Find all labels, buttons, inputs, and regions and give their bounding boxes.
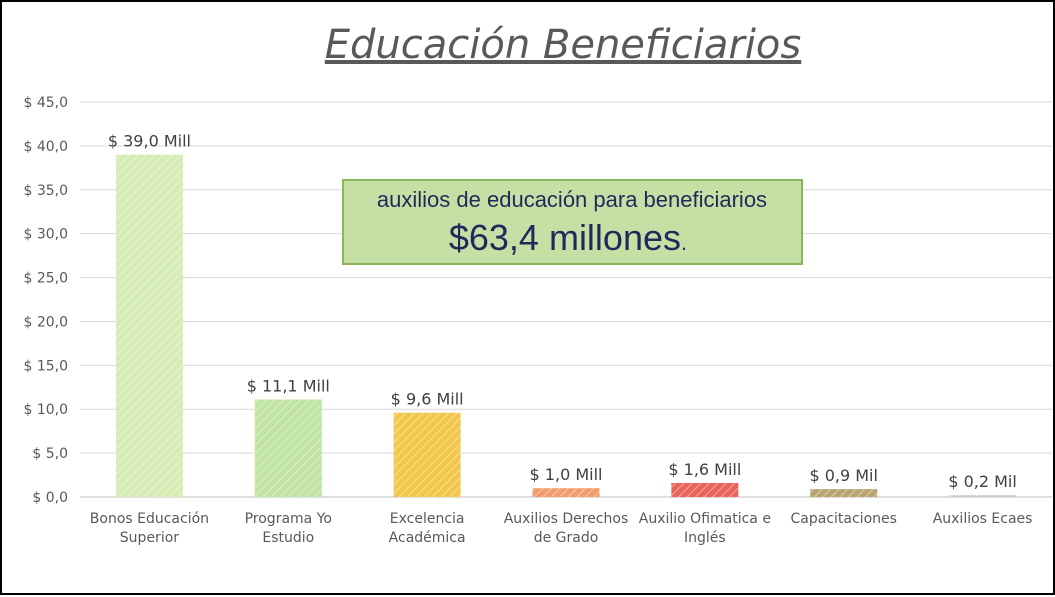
- y-tick-label: $ 20,0: [23, 314, 68, 330]
- y-tick-label: $ 0,0: [32, 490, 68, 506]
- y-tick-label: $ 25,0: [23, 271, 68, 287]
- bar-hatch: [254, 399, 322, 497]
- bar-hatch: [115, 154, 183, 497]
- y-tick-label: $ 35,0: [23, 183, 68, 199]
- category-label: Excelencia Académica: [389, 511, 466, 546]
- data-label: $ 0,9 Mil: [809, 466, 878, 485]
- chart-title: Educación Beneficiarios: [325, 22, 802, 68]
- data-label: $ 9,6 Mill: [391, 390, 464, 409]
- bar-hatch: [671, 482, 739, 497]
- bar-hatch: [532, 488, 600, 497]
- callout-line-2: $63,4 millones.: [449, 217, 687, 258]
- category-label: Programa Yo Estudio: [245, 511, 332, 546]
- bar-hatch: [949, 495, 1017, 497]
- category-label: Auxilios Derechos de Grado: [504, 511, 629, 546]
- callout-period: .: [681, 230, 687, 255]
- callout-line-1: auxilios de educación para beneficiarios: [377, 187, 767, 212]
- callout-amount: $63,4 millones: [449, 217, 681, 258]
- data-label: $ 1,0 Mill: [530, 465, 603, 484]
- y-tick-label: $ 30,0: [23, 227, 68, 243]
- data-label: $ 1,6 Mill: [668, 460, 741, 479]
- y-tick-label: $ 40,0: [23, 139, 68, 155]
- y-tick-label: $ 10,0: [23, 402, 68, 418]
- y-tick-label: $ 5,0: [32, 446, 68, 462]
- category-label: Capacitaciones: [791, 511, 897, 527]
- category-label: Auxilio Ofimatica e Inglés: [639, 511, 771, 546]
- category-label: Bonos Educación Superior: [90, 511, 209, 546]
- data-label: $ 0,2 Mil: [948, 472, 1017, 491]
- data-label: $ 39,0 Mill: [108, 132, 191, 151]
- category-label: Auxilios Ecaes: [933, 511, 1033, 527]
- y-tick-label: $ 15,0: [23, 358, 68, 374]
- y-tick-label: $ 45,0: [23, 95, 68, 111]
- bar-hatch: [393, 412, 461, 497]
- callout-box: [342, 179, 803, 265]
- summary-callout: auxilios de educación para beneficiarios…: [342, 179, 803, 265]
- data-label: $ 11,1 Mill: [247, 377, 330, 396]
- bar-hatch: [810, 489, 878, 497]
